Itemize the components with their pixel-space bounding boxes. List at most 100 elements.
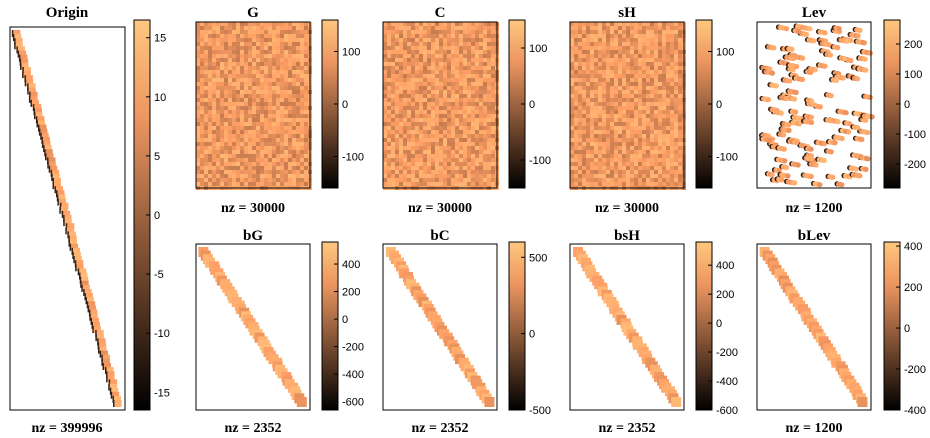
nonzero-cell <box>610 126 614 130</box>
nonzero-edge <box>45 153 47 161</box>
nonzero-edge <box>108 383 110 391</box>
nonzero-cell <box>216 182 220 186</box>
nonzero-cell <box>479 70 483 74</box>
nonzero-cell <box>586 42 590 46</box>
nonzero-cell <box>220 42 224 46</box>
colorbar-tick-label: -600 <box>342 397 364 409</box>
nonzero-cell <box>642 134 646 138</box>
nonzero-cell <box>252 154 256 158</box>
nonzero-cell <box>658 74 662 78</box>
nonzero-cell <box>602 146 606 150</box>
nonzero-cell <box>411 158 415 162</box>
nonzero-cell <box>256 118 260 122</box>
nonzero-cell <box>276 150 280 154</box>
nonzero-cell <box>610 66 614 70</box>
nonzero-edge <box>48 165 51 173</box>
nonzero-cell <box>296 154 300 158</box>
nonzero-cell <box>431 122 435 126</box>
nonzero-cell <box>280 70 284 74</box>
nonzero-cell <box>487 78 491 82</box>
nonzero-cell <box>212 22 216 26</box>
nonzero-cell <box>264 78 268 82</box>
nonzero-cell <box>224 26 228 30</box>
nonzero-cell <box>411 50 415 54</box>
nonzero-cell <box>244 30 248 34</box>
nonzero-cell <box>475 162 479 166</box>
nonzero-cell <box>594 170 598 174</box>
nonzero-block <box>96 330 104 338</box>
nonzero-cell <box>455 58 459 62</box>
nonzero-cell <box>439 178 443 182</box>
nonzero-cell <box>630 62 634 66</box>
nonzero-cell <box>662 38 666 42</box>
nonzero-cell <box>264 178 268 182</box>
nonzero-block <box>50 165 58 173</box>
nonzero-cell <box>284 70 288 74</box>
nonzero-cell <box>427 102 431 106</box>
nonzero-cell <box>443 114 447 118</box>
nonzero-block <box>30 91 38 99</box>
nonzero-cell <box>284 98 288 102</box>
nonzero-cell <box>196 162 200 166</box>
nonzero-cell <box>220 66 224 70</box>
nonzero-cell <box>196 38 200 42</box>
nonzero-cell <box>443 138 447 142</box>
nonzero-cell <box>240 78 244 82</box>
nonzero-cell <box>479 42 483 46</box>
nonzero-cell <box>220 98 224 102</box>
nonzero-cell <box>602 30 606 34</box>
nonzero-block <box>70 239 77 247</box>
nonzero-cell <box>455 126 459 130</box>
nonzero-cell <box>610 170 614 174</box>
nonzero-cell <box>670 98 674 102</box>
nonzero-cell <box>196 134 200 138</box>
nonzero-edge <box>59 206 61 214</box>
nonzero-cell <box>455 170 459 174</box>
nonzero-cell <box>300 50 304 54</box>
nonzero-cell <box>463 62 467 66</box>
nonzero-edge <box>105 367 107 375</box>
nonzero-cell <box>427 138 431 142</box>
nonzero-cell <box>634 70 638 74</box>
nonzero-cell <box>248 102 252 106</box>
nonzero-cell <box>666 122 670 126</box>
nonzero-cell <box>244 138 248 142</box>
nonzero-cell <box>475 178 479 182</box>
nonzero-cell <box>415 182 419 186</box>
nonzero-cell <box>423 34 427 38</box>
nonzero-cell <box>383 82 387 86</box>
colorbar-tick-label: 0 <box>154 210 160 222</box>
nonzero-cell <box>228 78 232 82</box>
nonzero-cell <box>570 122 574 126</box>
nonzero-cell <box>403 178 407 182</box>
nonzero-cell <box>296 130 300 134</box>
nonzero-cell <box>610 78 614 82</box>
nonzero-cell <box>574 182 578 186</box>
nonzero-cell <box>232 162 236 166</box>
nonzero-cell <box>471 94 475 98</box>
nonzero-cell <box>252 86 256 90</box>
nonzero-cell <box>451 66 455 70</box>
nonzero-cell <box>626 34 630 38</box>
nonzero-cell <box>634 138 638 142</box>
nonzero-cell <box>586 30 590 34</box>
nonzero-cell <box>670 78 674 82</box>
nonzero-cell <box>403 54 407 58</box>
nonzero-cell <box>471 126 475 130</box>
nonzero-cell <box>296 122 300 126</box>
nonzero-cell <box>598 134 602 138</box>
nonzero-cell <box>594 70 598 74</box>
nonzero-cell <box>662 42 666 46</box>
nonzero-cell <box>610 158 614 162</box>
nonzero-cell <box>638 62 642 66</box>
nonzero-cell <box>220 178 224 182</box>
nonzero-cell <box>487 38 491 42</box>
nonzero-cell <box>260 62 264 66</box>
nonzero-cell <box>383 126 387 130</box>
nonzero-cell <box>216 102 220 106</box>
nonzero-cell <box>296 106 300 110</box>
nonzero-cell <box>395 74 399 78</box>
nonzero-cell <box>204 74 208 78</box>
nonzero-cell <box>491 62 495 66</box>
